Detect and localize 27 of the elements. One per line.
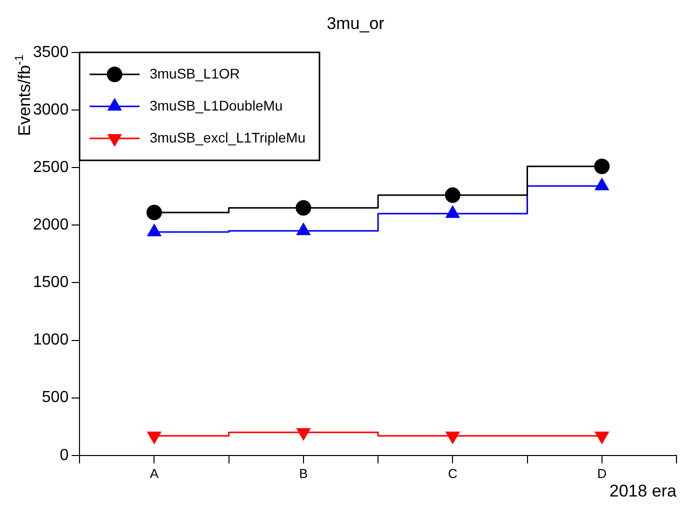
legend-label: 3muSB_L1DoubleMu: [150, 97, 283, 114]
y-tick-label: 3500: [33, 44, 69, 61]
point: [296, 428, 310, 440]
x-tick-label: A: [150, 466, 159, 481]
point: [444, 187, 460, 203]
y-tick-label: 2000: [33, 216, 69, 234]
point: [146, 204, 162, 220]
point: [147, 432, 162, 444]
y-tick-label: 500: [42, 389, 69, 406]
point: [446, 432, 460, 444]
x-tick-label: D: [597, 466, 607, 481]
x-axis-title: 2018 era: [609, 482, 678, 501]
y-axis-title: Events/fb-1: [12, 54, 34, 136]
x-tick-label: B: [299, 466, 308, 481]
y-tick-label: 1500: [33, 274, 69, 292]
point: [595, 432, 609, 444]
legend-label: 3muSB_L1OR: [150, 65, 240, 82]
y-tick-label: 1000: [33, 332, 69, 349]
y-tick-label: 3000: [33, 101, 69, 118]
y-tick-label: 2500: [33, 158, 69, 176]
y-tick-label: 0: [60, 446, 69, 464]
legend-label: 3muSB_excl_L1TripleMu: [150, 129, 306, 146]
point: [296, 200, 312, 216]
chart-title: 3mu_or: [326, 14, 385, 33]
x-tick-label: C: [448, 466, 458, 481]
point: [594, 158, 610, 174]
point: [595, 178, 609, 190]
